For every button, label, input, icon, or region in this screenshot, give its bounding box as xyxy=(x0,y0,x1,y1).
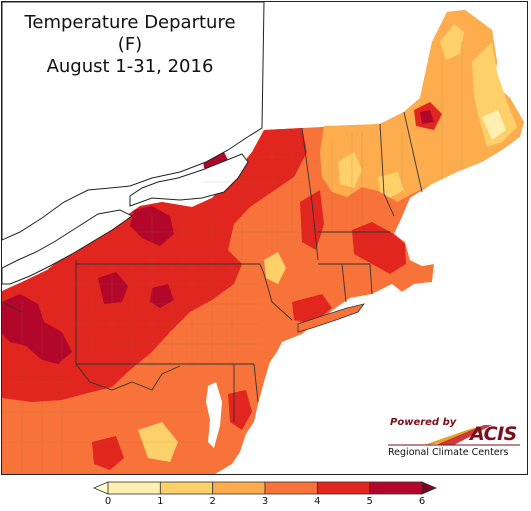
long-island xyxy=(297,303,365,333)
title-line-2: August 1-31, 2016 xyxy=(46,56,214,77)
zone-1-2-nj xyxy=(264,252,286,284)
legend-low-arrow xyxy=(92,481,109,495)
zone-1-2-maine-north xyxy=(440,24,464,60)
legend-bin-3-4 xyxy=(264,481,318,495)
zone-0-1-maine xyxy=(482,110,506,140)
legend-bin-4-5 xyxy=(316,481,371,495)
zone-1-2-maine-coast xyxy=(472,42,517,147)
logo-powered-by: Powered by xyxy=(390,417,457,428)
zone-1-2-nh xyxy=(378,172,404,198)
acis-logo: Powered by ACIS Regional Climate Centers xyxy=(384,415,524,467)
legend-tick-label: 0 xyxy=(104,496,112,507)
legend-tick-label: 4 xyxy=(314,496,321,507)
zone-4-5-nj-coast xyxy=(292,294,332,324)
logo-subtitle: Regional Climate Centers xyxy=(388,447,509,458)
legend-bin-2-3 xyxy=(212,481,266,495)
legend-bin-1-2 xyxy=(159,481,214,495)
lake-erie xyxy=(2,209,133,285)
atlantic-ocean xyxy=(215,122,527,474)
lake-ontario xyxy=(129,153,249,207)
map-frame: Temperature Departure (F) August 1-31, 2… xyxy=(1,1,528,475)
legend-tick-label: 5 xyxy=(366,496,373,507)
temperature-departure-map xyxy=(2,2,527,474)
legend-tick-label: 6 xyxy=(418,496,426,507)
legend-tick-label: 2 xyxy=(209,496,216,507)
legend-colorbar xyxy=(92,481,438,495)
zone-4-5-va xyxy=(92,436,124,470)
legend-tick-label: 3 xyxy=(261,496,269,507)
legend-high-arrow xyxy=(421,481,438,495)
legend-bin-5-6 xyxy=(369,481,423,495)
legend-tick-label: 1 xyxy=(157,496,164,507)
state-boundaries xyxy=(2,111,423,422)
legend-bin-0-1 xyxy=(107,481,161,495)
zone-5-6-ohio xyxy=(2,294,72,364)
county-lines xyxy=(2,42,463,474)
map-title: Temperature Departure (F) August 1-31, 2… xyxy=(20,12,240,78)
color-legend: 0 1 2 3 4 5 6 xyxy=(92,480,438,511)
zone-4-5-sne xyxy=(352,222,406,274)
logo-brand: ACIS xyxy=(470,423,517,445)
zone-5-6-maine xyxy=(420,110,434,124)
canada-water xyxy=(2,2,265,241)
acis-swoosh-icon xyxy=(388,425,520,446)
zone-5-6-central-pa xyxy=(150,284,174,308)
zone-4-5-central xyxy=(2,128,307,402)
zone-1-2-vermont xyxy=(338,152,362,188)
title-line-1: Temperature Departure (F) xyxy=(24,12,236,55)
chesapeake-bay xyxy=(206,382,222,448)
zone-5-6-pa-north xyxy=(98,272,128,304)
zone-4-5-hudson xyxy=(300,190,324,250)
